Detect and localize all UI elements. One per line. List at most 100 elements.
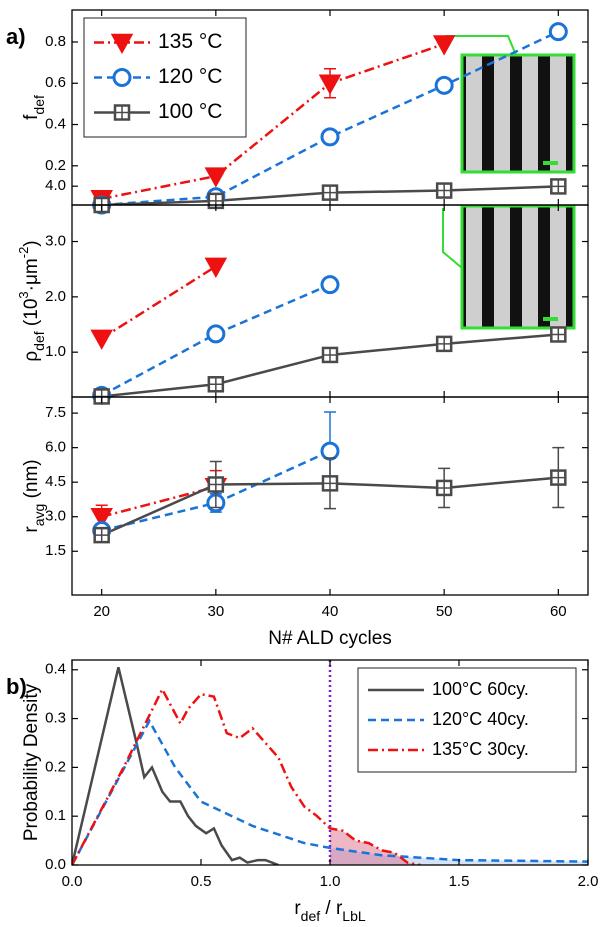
- label-part: ): [21, 240, 42, 246]
- y-tick-label: 6.0: [45, 439, 66, 456]
- marker-cross: [94, 528, 109, 543]
- plot-frame: [71, 396, 589, 596]
- label-part: r: [21, 526, 42, 533]
- y-tick-label: 0.4: [45, 115, 66, 132]
- series-line: [72, 667, 279, 865]
- x-tick-label: 40: [322, 603, 339, 620]
- fill-area: [330, 847, 588, 865]
- marker: [112, 68, 132, 87]
- legend-label: 135 °C: [158, 30, 222, 53]
- marker: [435, 335, 453, 353]
- marker-cross: [208, 477, 223, 492]
- x-tick-label: 20: [93, 603, 110, 620]
- y-tick-label: 3.0: [45, 508, 66, 525]
- x-tick-label: 1.0: [320, 873, 341, 890]
- y-tick-label: 2.0: [45, 288, 66, 305]
- label-part: ·μm: [21, 258, 42, 291]
- label-part: avg: [31, 504, 47, 527]
- series-line: [101, 333, 559, 397]
- marker: [204, 257, 228, 278]
- series-line: [101, 265, 217, 340]
- label-part: r: [294, 898, 301, 919]
- axis-label: rdef / rLbL: [294, 898, 366, 924]
- marker: [435, 479, 453, 497]
- series-line: [101, 42, 445, 201]
- y-tick-label: 4.0: [45, 177, 66, 194]
- x-tick-label: 0.5: [191, 873, 212, 890]
- y-tick-label: 0.1: [45, 807, 66, 824]
- marker-cross: [437, 480, 452, 495]
- marker: [550, 469, 567, 486]
- marker: [320, 127, 340, 147]
- label-part: 3: [16, 291, 31, 298]
- legend-label: 100°C 60cy.: [432, 679, 529, 699]
- legend-label: 100 °C: [158, 100, 222, 123]
- y-tick-label: 0.2: [45, 758, 66, 775]
- label-part: Probability Density: [21, 683, 42, 841]
- marker: [90, 329, 113, 350]
- inset-top: [445, 35, 576, 174]
- series-line: [101, 283, 331, 397]
- marker: [93, 526, 110, 544]
- y-tick-label: 0.0: [45, 856, 66, 873]
- y-tick-label: 7.5: [45, 404, 66, 421]
- marker: [321, 346, 339, 364]
- marker: [90, 507, 113, 529]
- marker: [434, 75, 454, 95]
- y-tick-label: 0.4: [45, 661, 66, 678]
- y-tick-label: 0.2: [45, 157, 66, 174]
- marker-cross: [437, 183, 452, 198]
- y-tick-label: 0.8: [45, 33, 66, 50]
- axis-label: fdef: [21, 95, 47, 120]
- label-part: f: [21, 114, 42, 120]
- marker-cross: [551, 470, 566, 485]
- marker: [432, 35, 456, 56]
- series-line: [72, 686, 421, 865]
- label-part: def: [31, 95, 47, 115]
- marker: [320, 275, 340, 295]
- panel-label: a): [6, 24, 26, 49]
- marker: [206, 324, 226, 344]
- marker-cross: [323, 185, 337, 200]
- y-tick-label: 0.6: [45, 74, 66, 91]
- marker: [204, 167, 228, 188]
- x-tick-label: 30: [207, 603, 224, 620]
- label-part: def: [301, 908, 321, 924]
- marker: [113, 104, 131, 121]
- label-part: N# ALD cycles: [268, 628, 392, 649]
- label-part: (10: [21, 299, 42, 332]
- marker: [548, 22, 568, 42]
- label-part: (nm): [21, 459, 42, 503]
- legend-label: 135°C 30cy.: [432, 739, 529, 759]
- y-tick-label: 1.5: [45, 542, 66, 559]
- axis-label: N# ALD cycles: [268, 628, 392, 649]
- plot-area: [72, 660, 588, 865]
- plot-frame: [71, 659, 589, 866]
- legend-label: 120 °C: [158, 65, 222, 88]
- fill-area: [330, 828, 421, 865]
- axis-label: ρdef (103·μm-2): [16, 240, 47, 361]
- axis-label: Probability Density: [21, 683, 42, 841]
- marker-cross: [437, 336, 452, 351]
- marker-cross: [323, 347, 337, 362]
- marker: [320, 441, 340, 461]
- x-tick-label: 0.0: [62, 873, 83, 890]
- label-part: def: [31, 331, 47, 351]
- label-part: -2: [16, 247, 31, 259]
- marker-cross: [208, 377, 223, 392]
- axis-label: ravg (nm): [21, 459, 47, 532]
- inset-middle: [442, 204, 576, 330]
- series-line: [72, 718, 588, 865]
- marker: [318, 74, 342, 95]
- x-tick-label: 50: [436, 603, 453, 620]
- marker: [207, 376, 225, 393]
- label-part: / r: [320, 898, 343, 919]
- marker: [435, 182, 453, 199]
- marker: [110, 33, 134, 55]
- x-tick-label: 60: [550, 603, 567, 620]
- x-tick-label: 2.0: [578, 873, 599, 890]
- marker: [321, 475, 339, 492]
- panel-label: b): [6, 674, 27, 699]
